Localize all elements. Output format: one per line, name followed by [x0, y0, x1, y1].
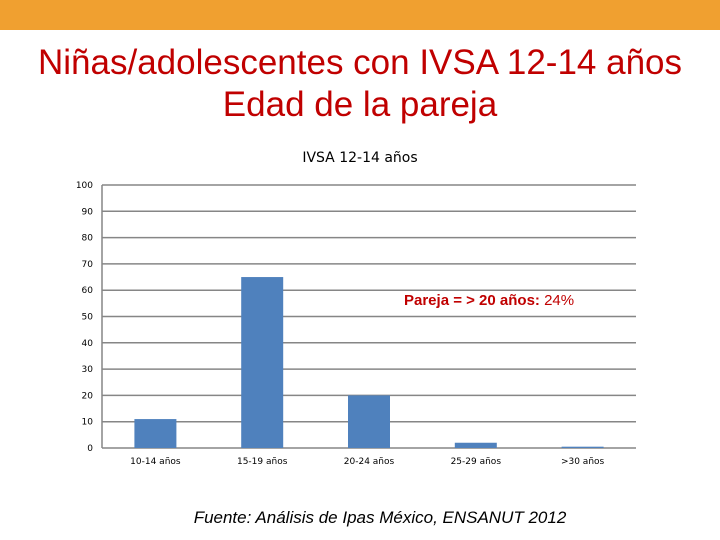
annotation-callout: Pareja = > 20 años: 24%	[404, 292, 574, 309]
bar-5	[561, 446, 604, 448]
bar-2	[241, 277, 284, 448]
bar-1	[134, 419, 177, 448]
y-tick-label-30: 30	[82, 365, 94, 375]
y-tick-label-60: 60	[82, 286, 94, 296]
x-tick-label-4: 25-29 años	[451, 457, 502, 467]
y-tick-label-50: 50	[82, 313, 94, 323]
x-tick-label-3: 20-24 años	[344, 457, 395, 467]
bar-3	[348, 395, 390, 448]
y-tick-label-90: 90	[82, 207, 94, 217]
slide-title: Niñas/adolescentes con IVSA 12-14 años E…	[0, 42, 720, 126]
top-accent-bar	[0, 0, 720, 30]
y-tick-label-100: 100	[76, 181, 93, 191]
slide-title-line-2: Edad de la pareja	[222, 85, 498, 124]
y-tick-label-40: 40	[82, 339, 94, 349]
y-tick-label-80: 80	[82, 234, 94, 244]
x-tick-label-1: 10-14 años	[130, 457, 181, 467]
y-tick-label-70: 70	[82, 260, 94, 270]
chart-title: IVSA 12-14 años	[302, 150, 418, 166]
bar-4	[454, 442, 497, 448]
x-tick-label-5: >30 años	[561, 457, 605, 467]
source-note: Fuente: Análisis de Ipas México, ENSANUT…	[193, 508, 567, 527]
slide-title-line-1: Niñas/adolescentes con IVSA 12-14 años	[37, 43, 683, 82]
y-tick-label-0: 0	[87, 444, 93, 454]
y-tick-label-10: 10	[82, 418, 94, 428]
annotation-label: Pareja = > 20 años:	[404, 292, 540, 309]
annotation-value: 24%	[544, 292, 575, 309]
x-tick-label-2: 15-19 años	[237, 457, 288, 467]
y-tick-label-20: 20	[82, 391, 94, 401]
